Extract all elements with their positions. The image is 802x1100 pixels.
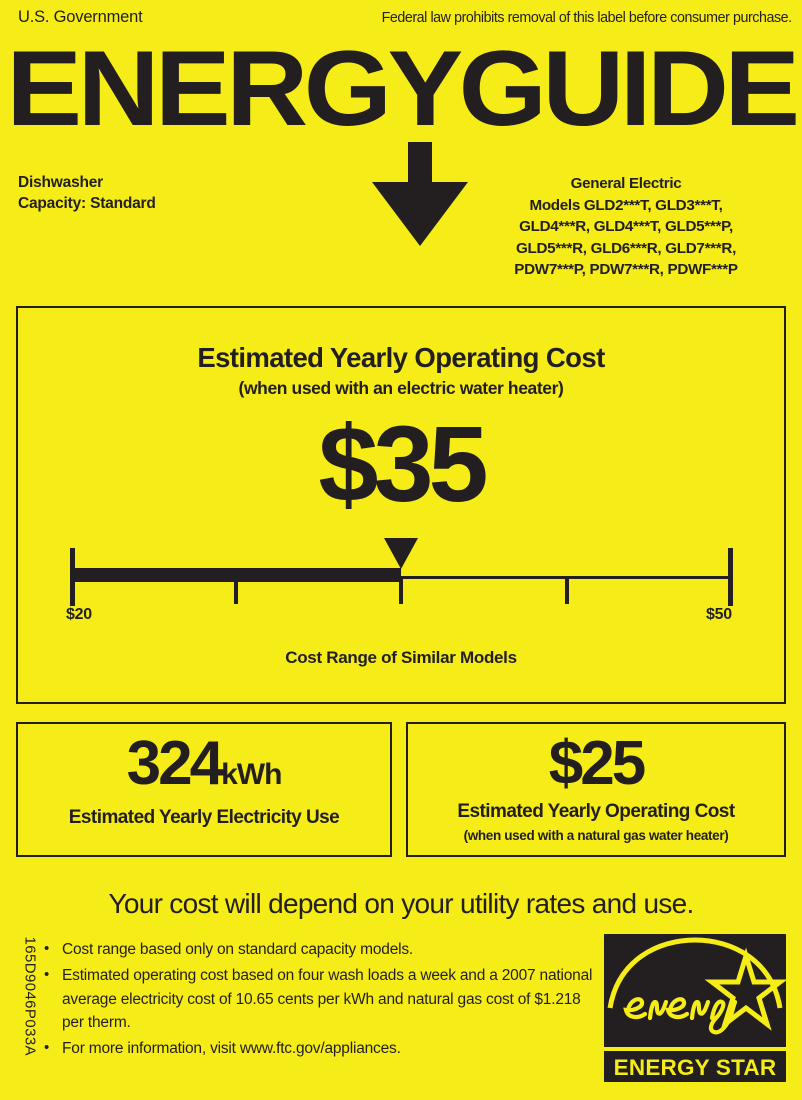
energy-star-bar: ENERGY STAR (604, 1051, 786, 1082)
energy-star-logo: ENERGY STAR (604, 934, 786, 1082)
legal-notice: Federal law prohibits removal of this la… (381, 9, 793, 26)
footnote-item: For more information, visit www.ftc.gov/… (40, 1036, 602, 1061)
estimated-cost-box: Estimated Yearly Operating Cost (when us… (16, 306, 786, 704)
electricity-use-value: 324kWh (18, 732, 390, 807)
wordmark-block: ENERGYGUIDE (0, 28, 802, 246)
agency-label: U.S. Government (18, 8, 143, 26)
scale-endcap-high (728, 548, 733, 606)
energy-script-text (623, 997, 738, 1035)
brand-name: General Electric (570, 175, 682, 192)
scale-min-label: $20 (66, 606, 92, 623)
main-box-subtitle: (when used with an electric water heater… (238, 378, 564, 398)
gas-operating-cost-box: $25 Estimated Yearly Operating Cost (whe… (406, 722, 786, 857)
scale-tick (564, 578, 569, 604)
scale-tick (233, 578, 238, 604)
electricity-use-label: Estimated Yearly Electricity Use (68, 807, 340, 828)
product-capacity: Capacity: Standard (18, 195, 156, 212)
top-legal-row: U.S. Government Federal law prohibits re… (18, 8, 792, 30)
scale-filled-range (70, 568, 401, 582)
product-info: Dishwasher Capacity: Standard (18, 172, 156, 214)
arc-icon (607, 937, 783, 1009)
down-arrow-icon (372, 142, 468, 246)
scale-max-label: $50 (706, 606, 732, 623)
energy-star-artwork (607, 937, 786, 1035)
electricity-use-number: 324 (126, 729, 224, 798)
scale-endcap-low (70, 548, 75, 606)
model-line: GLD5***R, GLD6***R, GLD7***R, (515, 239, 736, 257)
model-line: PDW7***P, PDW7***R, PDWF***P (514, 261, 738, 278)
brand-info: General Electric Models GLD2***T, GLD3**… (466, 173, 786, 281)
scale-baseline (70, 576, 732, 579)
model-line: GLD4***R, GLD4***T, GLD5***P, (519, 218, 733, 235)
main-box-title: Estimated Yearly Operating Cost (197, 342, 605, 373)
electricity-use-unit: kWh (221, 758, 282, 791)
energy-star-bar-text: ENERGY STAR (613, 1055, 777, 1080)
scale-tick (399, 578, 403, 604)
model-line: Models GLD2***T, GLD3***T, (529, 196, 723, 214)
star-icon (704, 947, 786, 1031)
gas-operating-cost-label: Estimated Yearly Operating Cost (457, 801, 735, 822)
gas-operating-cost-sublabel: (when used with a natural gas water heat… (463, 828, 729, 843)
energy-star-panel (604, 934, 786, 1047)
part-number: 165D9046P033A (21, 936, 39, 1056)
product-type: Dishwasher (18, 174, 104, 191)
gas-operating-cost-value: $25 (408, 732, 784, 807)
electricity-use-box: 324kWh Estimated Yearly Electricity Use (16, 722, 392, 857)
annual-cost-value: $35 (318, 403, 488, 524)
footnotes: Cost range based only on standard capaci… (40, 937, 602, 1063)
cost-range-scale: $20 $50 (54, 530, 748, 626)
cost-range-caption: Cost Range of Similar Models (285, 648, 517, 667)
scale-marker-icon (384, 538, 418, 569)
arrow-head (372, 182, 468, 246)
utility-rates-note: Your cost will depend on your utility ra… (108, 888, 694, 919)
footnote-item: Estimated operating cost based on four w… (40, 963, 602, 1035)
gas-operating-cost-number: $25 (548, 729, 646, 798)
energyguide-wordmark: ENERGYGUIDE (6, 28, 800, 148)
footnote-item: Cost range based only on standard capaci… (40, 937, 602, 962)
footnote-list: Cost range based only on standard capaci… (40, 937, 602, 1061)
